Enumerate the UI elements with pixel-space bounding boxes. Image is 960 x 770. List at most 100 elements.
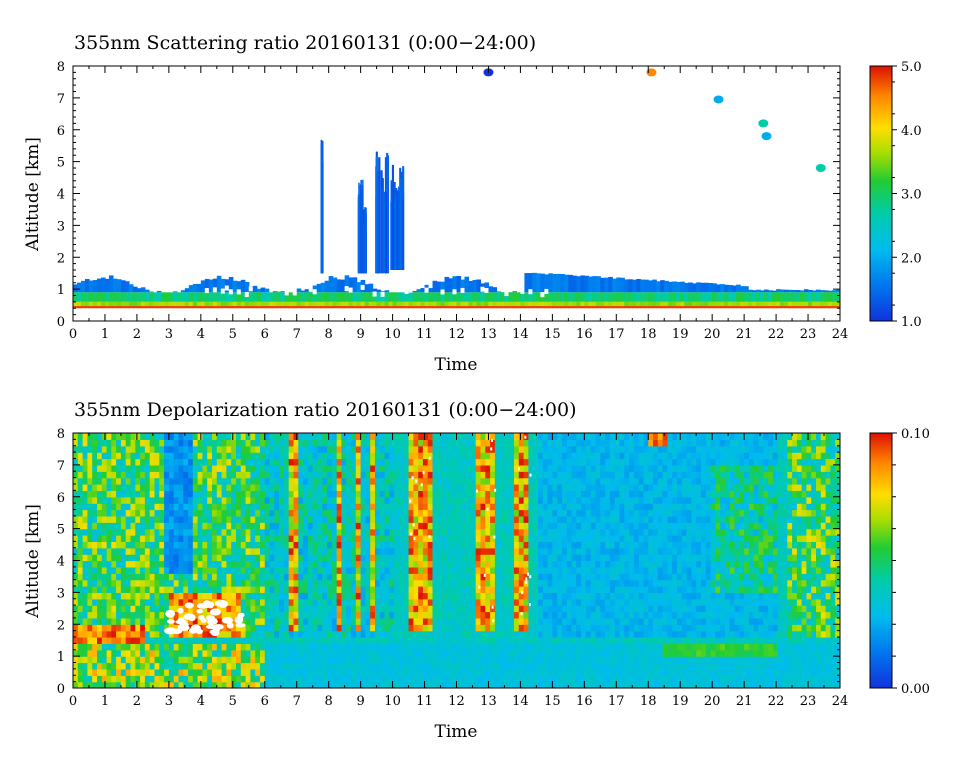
field-cell bbox=[120, 464, 127, 472]
field-cell bbox=[288, 503, 295, 511]
field-cell bbox=[320, 306, 326, 309]
field-cell bbox=[408, 566, 414, 574]
field-cell bbox=[375, 668, 381, 676]
field-cell bbox=[82, 547, 88, 555]
field-cell bbox=[221, 490, 227, 498]
field-cell bbox=[120, 515, 127, 523]
field-cell bbox=[293, 649, 299, 657]
field-cell bbox=[764, 306, 769, 309]
field-cell bbox=[365, 471, 371, 479]
field-cell bbox=[700, 301, 705, 307]
field-cell bbox=[120, 496, 127, 504]
field-cell bbox=[192, 586, 199, 593]
field-cell bbox=[509, 445, 515, 453]
field-cell bbox=[389, 611, 395, 619]
field-cell bbox=[236, 579, 242, 587]
field-cell bbox=[125, 643, 132, 651]
field-cell bbox=[317, 528, 323, 536]
field-cell bbox=[466, 630, 472, 638]
field-cell bbox=[240, 579, 247, 587]
field-cell bbox=[173, 439, 180, 447]
field-cell bbox=[149, 643, 156, 651]
field-cell bbox=[144, 541, 151, 549]
field-cell bbox=[130, 554, 136, 562]
field-cell bbox=[307, 452, 314, 460]
field-cell bbox=[130, 637, 136, 644]
field-cell bbox=[370, 471, 376, 479]
field-cell bbox=[812, 301, 817, 307]
field-cell bbox=[283, 560, 290, 568]
field-cell bbox=[494, 643, 501, 651]
field-cell bbox=[164, 292, 170, 302]
field-cell bbox=[140, 541, 146, 549]
field-cell bbox=[255, 522, 261, 530]
field-cell bbox=[351, 433, 357, 440]
field-cell bbox=[327, 579, 333, 587]
field-cell bbox=[456, 528, 462, 536]
field-cell bbox=[509, 503, 515, 511]
field-cell bbox=[101, 656, 108, 664]
field-cell bbox=[184, 292, 190, 302]
field-cell bbox=[413, 439, 419, 447]
field-cell bbox=[269, 554, 275, 562]
field-cell bbox=[475, 598, 482, 606]
field-cell bbox=[154, 433, 160, 440]
field-cell bbox=[336, 637, 343, 644]
field-cell bbox=[312, 503, 319, 511]
field-cell bbox=[245, 586, 251, 593]
field-cell bbox=[111, 458, 117, 466]
field-cell bbox=[120, 554, 127, 562]
field-cell bbox=[130, 611, 136, 619]
field-cell bbox=[144, 306, 150, 309]
field-cell bbox=[324, 280, 330, 293]
field-cell bbox=[111, 554, 117, 562]
field-cell bbox=[341, 592, 347, 600]
field-cell bbox=[92, 579, 98, 587]
field-cell bbox=[164, 433, 170, 440]
field-cell bbox=[384, 566, 390, 574]
field-cell bbox=[456, 681, 462, 688]
field-cell bbox=[317, 439, 323, 447]
field-cell bbox=[396, 292, 402, 302]
field-cell bbox=[216, 668, 223, 676]
field-cell bbox=[560, 306, 565, 309]
field-cell bbox=[508, 292, 514, 302]
field-cell bbox=[92, 477, 98, 485]
field-cell bbox=[312, 522, 319, 530]
field-cell bbox=[413, 484, 419, 491]
field-cell bbox=[200, 292, 206, 302]
field-cell bbox=[327, 643, 333, 651]
field-cell bbox=[413, 433, 419, 440]
field-cell bbox=[236, 535, 242, 542]
field-cell bbox=[403, 624, 410, 632]
field-cell bbox=[360, 301, 366, 307]
field-cell bbox=[293, 535, 299, 542]
field-cell bbox=[480, 471, 486, 479]
field-cell bbox=[624, 292, 629, 302]
field-cell bbox=[255, 643, 261, 651]
field-cell bbox=[216, 433, 223, 440]
field-cell bbox=[584, 275, 589, 293]
field-cell bbox=[178, 509, 184, 517]
field-cell bbox=[422, 649, 429, 657]
field-cell bbox=[101, 490, 108, 498]
field-cell bbox=[125, 477, 132, 485]
field-cell bbox=[346, 445, 352, 453]
field-cell bbox=[92, 445, 98, 453]
field-cell bbox=[298, 560, 304, 568]
field-cell bbox=[485, 535, 491, 542]
field-cell bbox=[523, 675, 529, 683]
field-cell bbox=[130, 566, 136, 574]
field-cell bbox=[221, 484, 227, 491]
field-cell bbox=[399, 464, 405, 472]
field-cell bbox=[245, 560, 251, 568]
field-cell bbox=[475, 656, 482, 664]
field-cell bbox=[524, 301, 530, 307]
x-tick-label: 23 bbox=[800, 327, 817, 342]
field-cell bbox=[351, 471, 357, 479]
field-cell bbox=[499, 522, 505, 530]
cloud-patch bbox=[815, 164, 826, 172]
field-cell bbox=[164, 624, 170, 632]
field-cell bbox=[427, 624, 434, 632]
field-cell bbox=[576, 276, 581, 293]
